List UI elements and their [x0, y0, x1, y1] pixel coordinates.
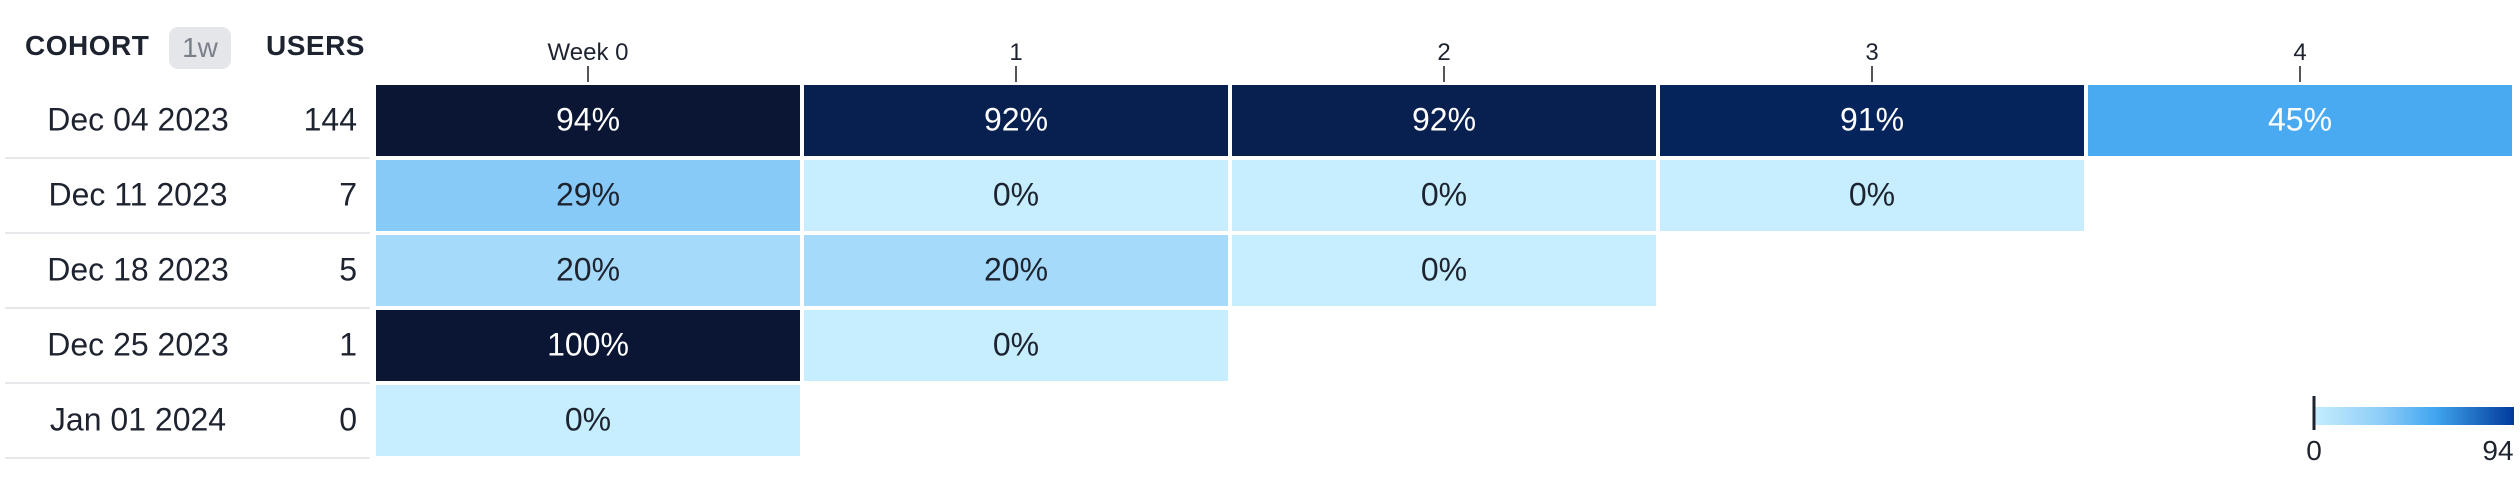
- cell-value-label: 94%: [556, 102, 620, 138]
- cohort-users: 1: [339, 327, 357, 363]
- legend-min-label: 0: [2306, 435, 2322, 466]
- heatmap-cell[interactable]: [376, 85, 800, 156]
- cohort-date[interactable]: Dec 04 2023: [47, 102, 228, 138]
- cell-value-label: 0%: [1421, 252, 1467, 288]
- heatmap-cell[interactable]: [2088, 85, 2512, 156]
- heatmap-cell[interactable]: [1232, 235, 1656, 306]
- cell-value-label: 0%: [993, 327, 1039, 363]
- heatmap-cell[interactable]: [376, 310, 800, 381]
- cell-value-label: 29%: [556, 177, 620, 213]
- heatmap-cell[interactable]: [804, 85, 1228, 156]
- cell-value-label: 0%: [1849, 177, 1895, 213]
- legend-color-scale: [2313, 407, 2514, 425]
- heatmap-cell[interactable]: [376, 160, 800, 231]
- legend-max-label: 94: [2482, 435, 2513, 466]
- column-label: Week 0: [548, 39, 629, 66]
- heatmap-cell[interactable]: [804, 235, 1228, 306]
- cell-value-label: 100%: [547, 327, 629, 363]
- column-label: 3: [1865, 39, 1878, 66]
- cohort-users: 144: [304, 102, 357, 138]
- heatmap-cell[interactable]: [804, 310, 1228, 381]
- heatmap-cell[interactable]: [1232, 85, 1656, 156]
- column-label: 4: [2293, 39, 2306, 66]
- heatmap-cell[interactable]: [376, 235, 800, 306]
- cell-value-label: 45%: [2268, 102, 2332, 138]
- cell-value-label: 20%: [984, 252, 1048, 288]
- users-header[interactable]: USERS: [266, 30, 365, 61]
- cohort-date[interactable]: Jan 01 2024: [50, 402, 226, 438]
- cohort-header[interactable]: COHORT: [25, 30, 150, 61]
- heatmap-cell[interactable]: [1660, 85, 2084, 156]
- cohort-users: 7: [339, 177, 357, 213]
- column-label: 1: [1009, 39, 1022, 66]
- heatmap-cell[interactable]: [1660, 160, 2084, 231]
- cohort-users: 0: [339, 402, 357, 438]
- cell-value-label: 0%: [993, 177, 1039, 213]
- cell-value-label: 0%: [1421, 177, 1467, 213]
- cell-value-label: 92%: [984, 102, 1048, 138]
- cell-value-label: 92%: [1412, 102, 1476, 138]
- heatmap-cell[interactable]: [376, 385, 800, 456]
- cohort-users: 5: [339, 252, 357, 288]
- cohort-date[interactable]: Dec 11 2023: [48, 177, 227, 213]
- cell-value-label: 20%: [556, 252, 620, 288]
- cohort-date[interactable]: Dec 25 2023: [47, 327, 228, 363]
- cell-value-label: 91%: [1840, 102, 1904, 138]
- heatmap-cell[interactable]: [804, 160, 1228, 231]
- heatmap-cell[interactable]: [1232, 160, 1656, 231]
- cohort-date[interactable]: Dec 18 2023: [47, 252, 228, 288]
- cell-value-label: 0%: [565, 402, 611, 438]
- granularity-badge[interactable]: 1w: [169, 27, 231, 69]
- column-label: 2: [1437, 39, 1450, 66]
